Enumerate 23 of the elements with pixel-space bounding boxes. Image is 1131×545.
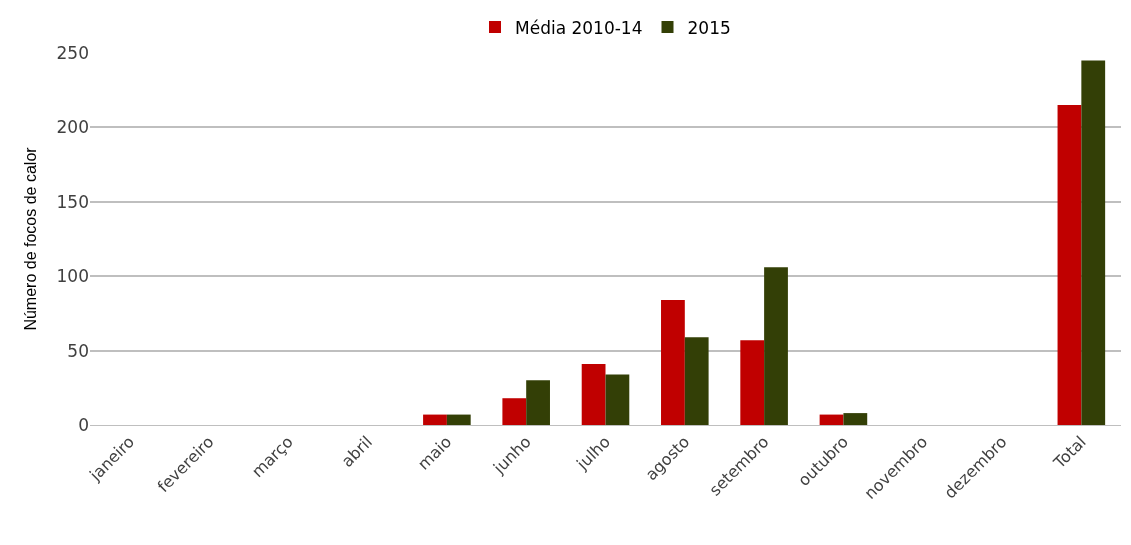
- y-tick-label: 0: [78, 414, 89, 435]
- legend-label: Média 2010-14: [515, 17, 643, 38]
- y-tick-label: 150: [56, 191, 89, 212]
- bar: [684, 337, 709, 425]
- bar: [581, 363, 606, 425]
- legend-label: 2015: [687, 17, 731, 38]
- bar: [661, 300, 685, 425]
- y-axis-title: Número de focos de calor: [22, 146, 40, 331]
- bar: [502, 398, 527, 425]
- bar: [1081, 60, 1106, 425]
- bar: [526, 380, 550, 425]
- y-tick-label: 200: [56, 117, 89, 138]
- bar: [446, 414, 471, 425]
- bar: [423, 414, 447, 425]
- bar: [819, 414, 844, 425]
- bar: [1057, 105, 1082, 425]
- bar: [764, 267, 788, 425]
- y-tick-label: 250: [56, 42, 89, 63]
- bar: [605, 374, 630, 425]
- bar: [740, 340, 765, 425]
- y-tick-label: 100: [56, 266, 89, 287]
- y-tick-label: 50: [67, 340, 89, 361]
- bar: [843, 413, 868, 425]
